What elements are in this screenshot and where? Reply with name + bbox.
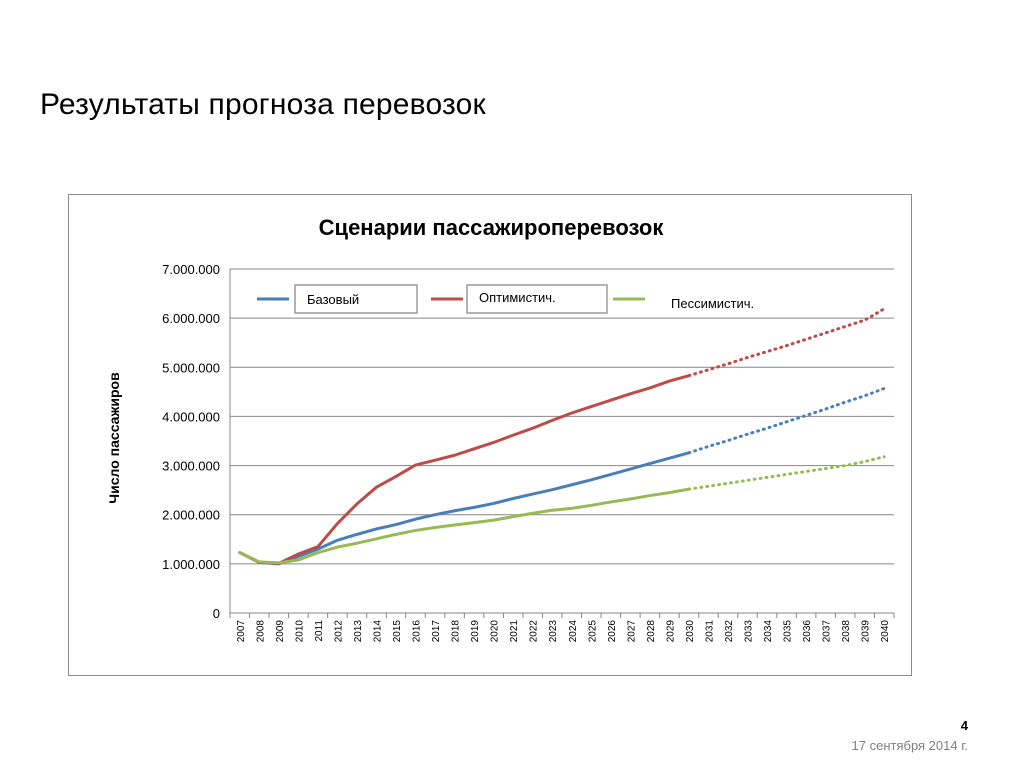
legend-label-box <box>466 284 608 314</box>
legend-label-box <box>294 284 418 314</box>
x-tick-label: 2029 <box>665 620 676 643</box>
y-tick-label: 5.000.000 <box>162 360 220 375</box>
x-tick-label: 2035 <box>783 620 794 643</box>
x-tick-label: 2019 <box>470 620 481 643</box>
legend-label: Оптимистич. <box>479 290 556 305</box>
y-tick-label: 2.000.000 <box>162 508 220 523</box>
legend-label: Пессимистич. <box>671 296 754 311</box>
y-tick-label: 6.000.000 <box>162 311 220 326</box>
x-tick-label: 2014 <box>372 620 383 643</box>
x-tick-label: 2039 <box>861 620 872 643</box>
x-tick-label: 2030 <box>685 620 696 643</box>
x-tick-label: 2037 <box>822 620 833 643</box>
x-tick-label: 2028 <box>646 620 657 643</box>
x-tick-label: 2022 <box>529 620 540 643</box>
series-lines <box>238 307 886 566</box>
x-tick-label: 2016 <box>412 620 423 643</box>
page-number: 4 <box>960 718 968 733</box>
x-tick-label: 2021 <box>509 620 520 643</box>
y-tick-label: 3.000.000 <box>162 459 220 474</box>
x-tick-label: 2025 <box>587 620 598 643</box>
y-tick-label: 7.000.000 <box>162 262 220 277</box>
x-tick-label: 2007 <box>236 620 247 643</box>
axes <box>229 269 895 618</box>
x-tick-label: 2013 <box>353 620 364 643</box>
x-tick-label: 2032 <box>724 620 735 643</box>
series-line-actual <box>238 487 691 565</box>
y-tick-labels: 0 1.000.000 2.000.000 3.000.000 4.000.000 5.0… <box>162 262 220 621</box>
y-axis-label: Число пассажиров <box>106 372 122 504</box>
series-line-actual <box>238 451 691 566</box>
y-tick-label: 1.000.000 <box>162 557 220 572</box>
x-tick-label: 2017 <box>431 620 442 643</box>
passenger-forecast-chart: Сценарии пассажироперевозок Число пассаж… <box>106 215 895 643</box>
series-line-forecast <box>687 455 886 491</box>
x-tick-label: 2026 <box>607 620 618 643</box>
x-tick-label: 2024 <box>568 620 579 643</box>
x-tick-label: 2033 <box>744 620 755 643</box>
x-tick-label: 2034 <box>763 620 774 643</box>
x-tick-label: 2040 <box>880 620 891 643</box>
legend: Базовый Оптимистич. Пессимистич. <box>257 284 754 314</box>
x-tick-label: 2031 <box>704 620 715 643</box>
x-tick-labels: 2007 2008 2009 2010 2011 2012 2013 2014 2015 2016… <box>236 620 891 643</box>
x-tick-label: 2011 <box>314 620 325 642</box>
slide-title: Результаты прогноза перевозок <box>40 88 486 121</box>
series-line-forecast <box>687 386 886 455</box>
legend-label: Базовый <box>307 292 359 307</box>
x-tick-label: 2012 <box>333 620 344 643</box>
x-tick-label: 2023 <box>548 620 559 643</box>
x-tick-label: 2038 <box>841 620 852 643</box>
series-line-actual <box>238 374 691 565</box>
x-tick-label: 2015 <box>392 620 403 643</box>
series-line-forecast <box>687 307 886 378</box>
x-tick-label: 2027 <box>626 620 637 643</box>
footer-date: 17 сентября 2014 г. <box>851 738 968 753</box>
x-tick-label: 2020 <box>490 620 501 643</box>
x-tick-label: 2009 <box>275 620 286 643</box>
chart-frame: Сценарии пассажироперевозок Число пассаж… <box>68 194 912 676</box>
x-tick-label: 2010 <box>294 620 305 643</box>
gridlines <box>230 268 894 565</box>
x-tick-label: 2036 <box>802 620 813 643</box>
x-tick-label: 2018 <box>451 620 462 643</box>
y-tick-label: 4.000.000 <box>162 409 220 424</box>
x-tick-label: 2008 <box>255 620 266 643</box>
y-tick-label: 0 <box>213 606 220 621</box>
chart-title: Сценарии пассажироперевозок <box>319 215 665 240</box>
